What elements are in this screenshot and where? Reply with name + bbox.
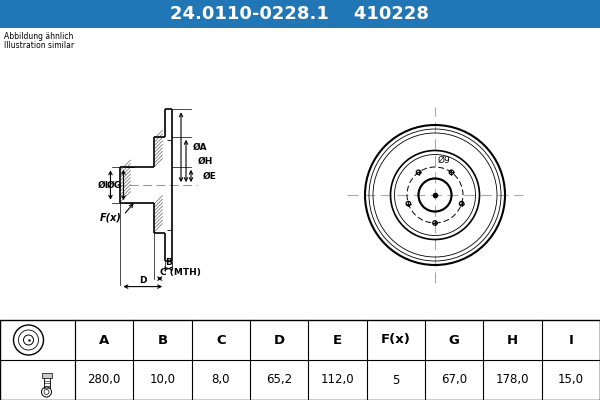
Text: ØA: ØA [193,143,208,152]
Text: F(x): F(x) [100,212,121,222]
Text: 24.0110-0228.1    410228: 24.0110-0228.1 410228 [170,5,430,23]
Bar [0,320,600,400]
Bar [0,320,600,400]
Text: 112,0: 112,0 [320,374,355,386]
Text: 65,2: 65,2 [266,374,292,386]
Text: B: B [157,334,167,346]
Text: I: I [568,334,573,346]
Text: ØE: ØE [203,172,217,180]
Text: B: B [165,258,172,267]
Bar [0,0,600,28]
Text: D: D [274,334,285,346]
Text: D: D [139,276,146,285]
Text: A: A [99,334,109,346]
Text: 8,0: 8,0 [212,374,230,386]
Text: Abbildung ähnlich: Abbildung ähnlich [4,32,73,41]
Text: 15,0: 15,0 [558,374,584,386]
Circle shape [44,390,49,394]
Text: 178,0: 178,0 [496,374,529,386]
Text: 5: 5 [392,374,400,386]
Bar [41,373,52,378]
Text: Illustration similar: Illustration similar [4,41,74,50]
Text: 67,0: 67,0 [441,374,467,386]
Text: ØI: ØI [97,180,109,190]
Text: E: E [333,334,342,346]
Text: ØH: ØH [198,156,214,166]
Text: Ø9: Ø9 [438,156,451,165]
Text: G: G [449,334,460,346]
Text: H: H [507,334,518,346]
Text: 280,0: 280,0 [88,374,121,386]
Text: F(x): F(x) [381,334,411,346]
Text: C (MTH): C (MTH) [160,268,200,277]
Text: C: C [216,334,226,346]
Text: ØG: ØG [106,180,121,190]
Text: 10,0: 10,0 [149,374,176,386]
Bar [0,28,600,320]
